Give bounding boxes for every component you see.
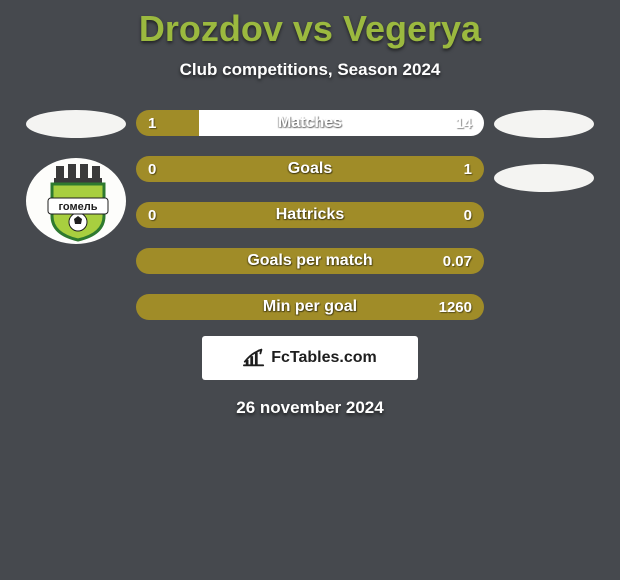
stat-bar: Goals01 (136, 156, 484, 182)
stat-bar-left-fill (136, 156, 484, 182)
team-right-oval (494, 164, 594, 192)
stat-bar: Goals per match0.07 (136, 248, 484, 274)
date-label: 26 november 2024 (236, 398, 383, 418)
stat-bar: Hattricks00 (136, 202, 484, 228)
player-right-oval (494, 110, 594, 138)
player-left-oval (26, 110, 126, 138)
stat-bar: Matches114 (136, 110, 484, 136)
attribution-badge: FcTables.com (202, 336, 418, 380)
stat-bar-left-fill (136, 202, 484, 228)
right-column (484, 110, 604, 192)
page-title: Drozdov vs Vegerya (139, 8, 481, 50)
attribution-text: FcTables.com (271, 349, 377, 367)
left-column: гомель (16, 110, 136, 244)
stat-bar-left-fill (136, 110, 199, 136)
stat-bar-right-fill (199, 110, 484, 136)
club-crest-icon: гомель (26, 158, 126, 244)
club-badge-text: гомель (58, 201, 97, 213)
bars-column: Matches114 Goals01 Hattricks00 Goals per ma… (136, 110, 484, 320)
stat-bar-left-fill (136, 248, 484, 274)
stat-bar-left-fill (136, 294, 484, 320)
comparison-row: гомель Matches114 Goals01 Hattricks00 Goals… (0, 110, 620, 320)
bar-chart-icon (243, 348, 265, 368)
page: Drozdov vs Vegerya Club competitions, Se… (0, 0, 620, 580)
stat-bar: Min per goal1260 (136, 294, 484, 320)
club-badge-left: гомель (26, 158, 126, 244)
subtitle: Club competitions, Season 2024 (180, 60, 441, 80)
